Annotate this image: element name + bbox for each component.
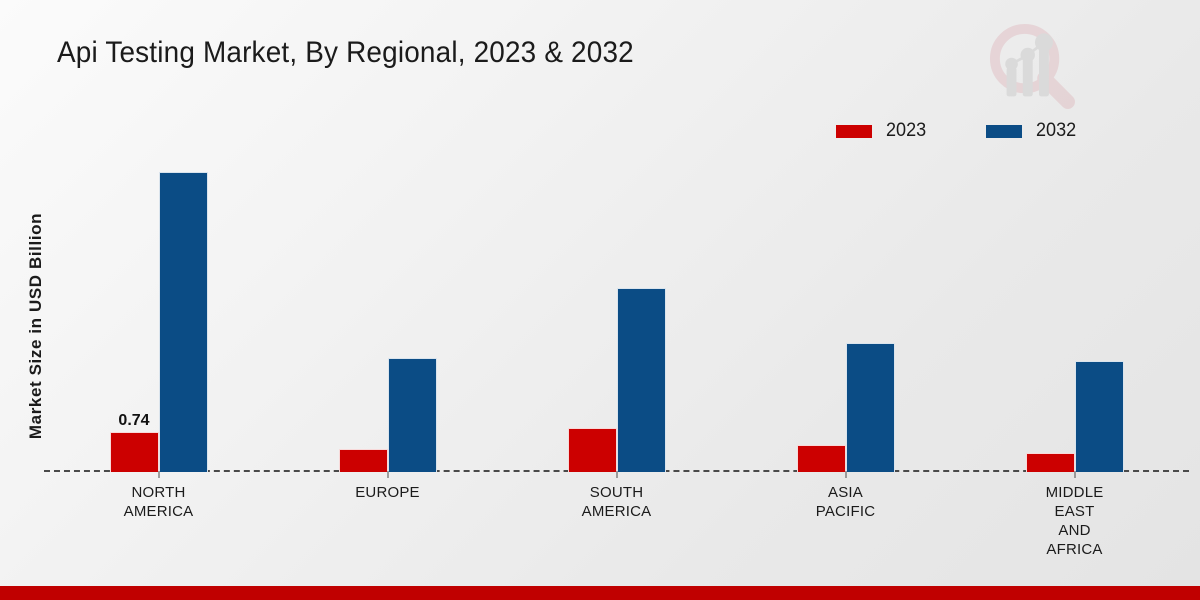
bar-group: SOUTH AMERICA <box>502 150 731 520</box>
company-watermark-logo <box>989 23 1075 109</box>
bar-2032-2[interactable] <box>387 358 437 472</box>
category-label-line: EAST <box>1054 503 1095 520</box>
bar-2032-1[interactable] <box>158 172 208 472</box>
x-axis-tick <box>387 471 388 478</box>
bar-group: 0.74 NORTH AMERICA <box>44 150 273 520</box>
category-label-line: AMERICA <box>123 503 194 520</box>
x-axis-category-label: NORTH AMERICA <box>84 483 234 521</box>
legend-swatch-2032 <box>986 124 1023 138</box>
y-axis-title: Market Size in USD Billion <box>26 212 45 440</box>
x-axis-category-label: ASIA PACIFIC <box>771 483 921 521</box>
category-label-line: AMERICA <box>581 503 652 520</box>
category-label-line: PACIFIC <box>815 503 876 520</box>
x-axis-tick <box>616 471 617 478</box>
category-label-line: NORTH <box>131 484 186 501</box>
bar-2023-1[interactable]: 0.74 <box>109 412 159 472</box>
x-axis-tick <box>1074 471 1075 478</box>
bar-value-label: 0.74 <box>118 412 150 429</box>
bar-2032-5[interactable] <box>1074 361 1124 472</box>
category-label-line: ASIA <box>828 484 863 501</box>
x-axis-category-label: EUROPE <box>313 483 463 502</box>
x-axis-category-label: SOUTH AMERICA <box>542 483 692 521</box>
bar-2023-4[interactable] <box>796 445 846 472</box>
legend-label-2032: 2032 <box>1036 120 1077 141</box>
bar-group: EUROPE <box>273 150 502 501</box>
category-label-line: MIDDLE <box>1045 484 1104 501</box>
bar-group: MIDDLE EAST AND AFRICA <box>960 150 1189 558</box>
bar-2023-2[interactable] <box>338 449 388 472</box>
category-label-line: SOUTH <box>589 484 644 501</box>
bar-group: ASIA PACIFIC <box>731 150 960 520</box>
chart-legend: 2023 2032 <box>836 120 1079 142</box>
bar-2023-5[interactable] <box>1025 453 1075 472</box>
category-label-line: AND <box>1058 522 1091 539</box>
legend-label-2023: 2023 <box>886 120 927 141</box>
plot-area: 0.74 NORTH AMERICA EUROPE SOUTH AMERICA ASIA PA… <box>44 150 1189 558</box>
bar-2032-4[interactable] <box>845 343 895 472</box>
x-axis-category-label: MIDDLE EAST AND AFRICA <box>1000 483 1150 559</box>
category-label-line: AFRICA <box>1046 541 1103 558</box>
x-axis-tick <box>158 471 159 478</box>
legend-item-2023[interactable]: 2023 <box>836 120 928 142</box>
bar-2023-3[interactable] <box>567 428 617 472</box>
bar-2032-3[interactable] <box>616 288 666 472</box>
x-axis-tick <box>845 471 846 478</box>
legend-item-2032[interactable]: 2032 <box>986 120 1078 142</box>
footer-accent-bar <box>0 586 1200 600</box>
legend-swatch-2023 <box>836 124 872 138</box>
category-label-line: EUROPE <box>355 484 420 501</box>
chart-title: Api Testing Market, By Regional, 2023 & … <box>57 36 634 69</box>
